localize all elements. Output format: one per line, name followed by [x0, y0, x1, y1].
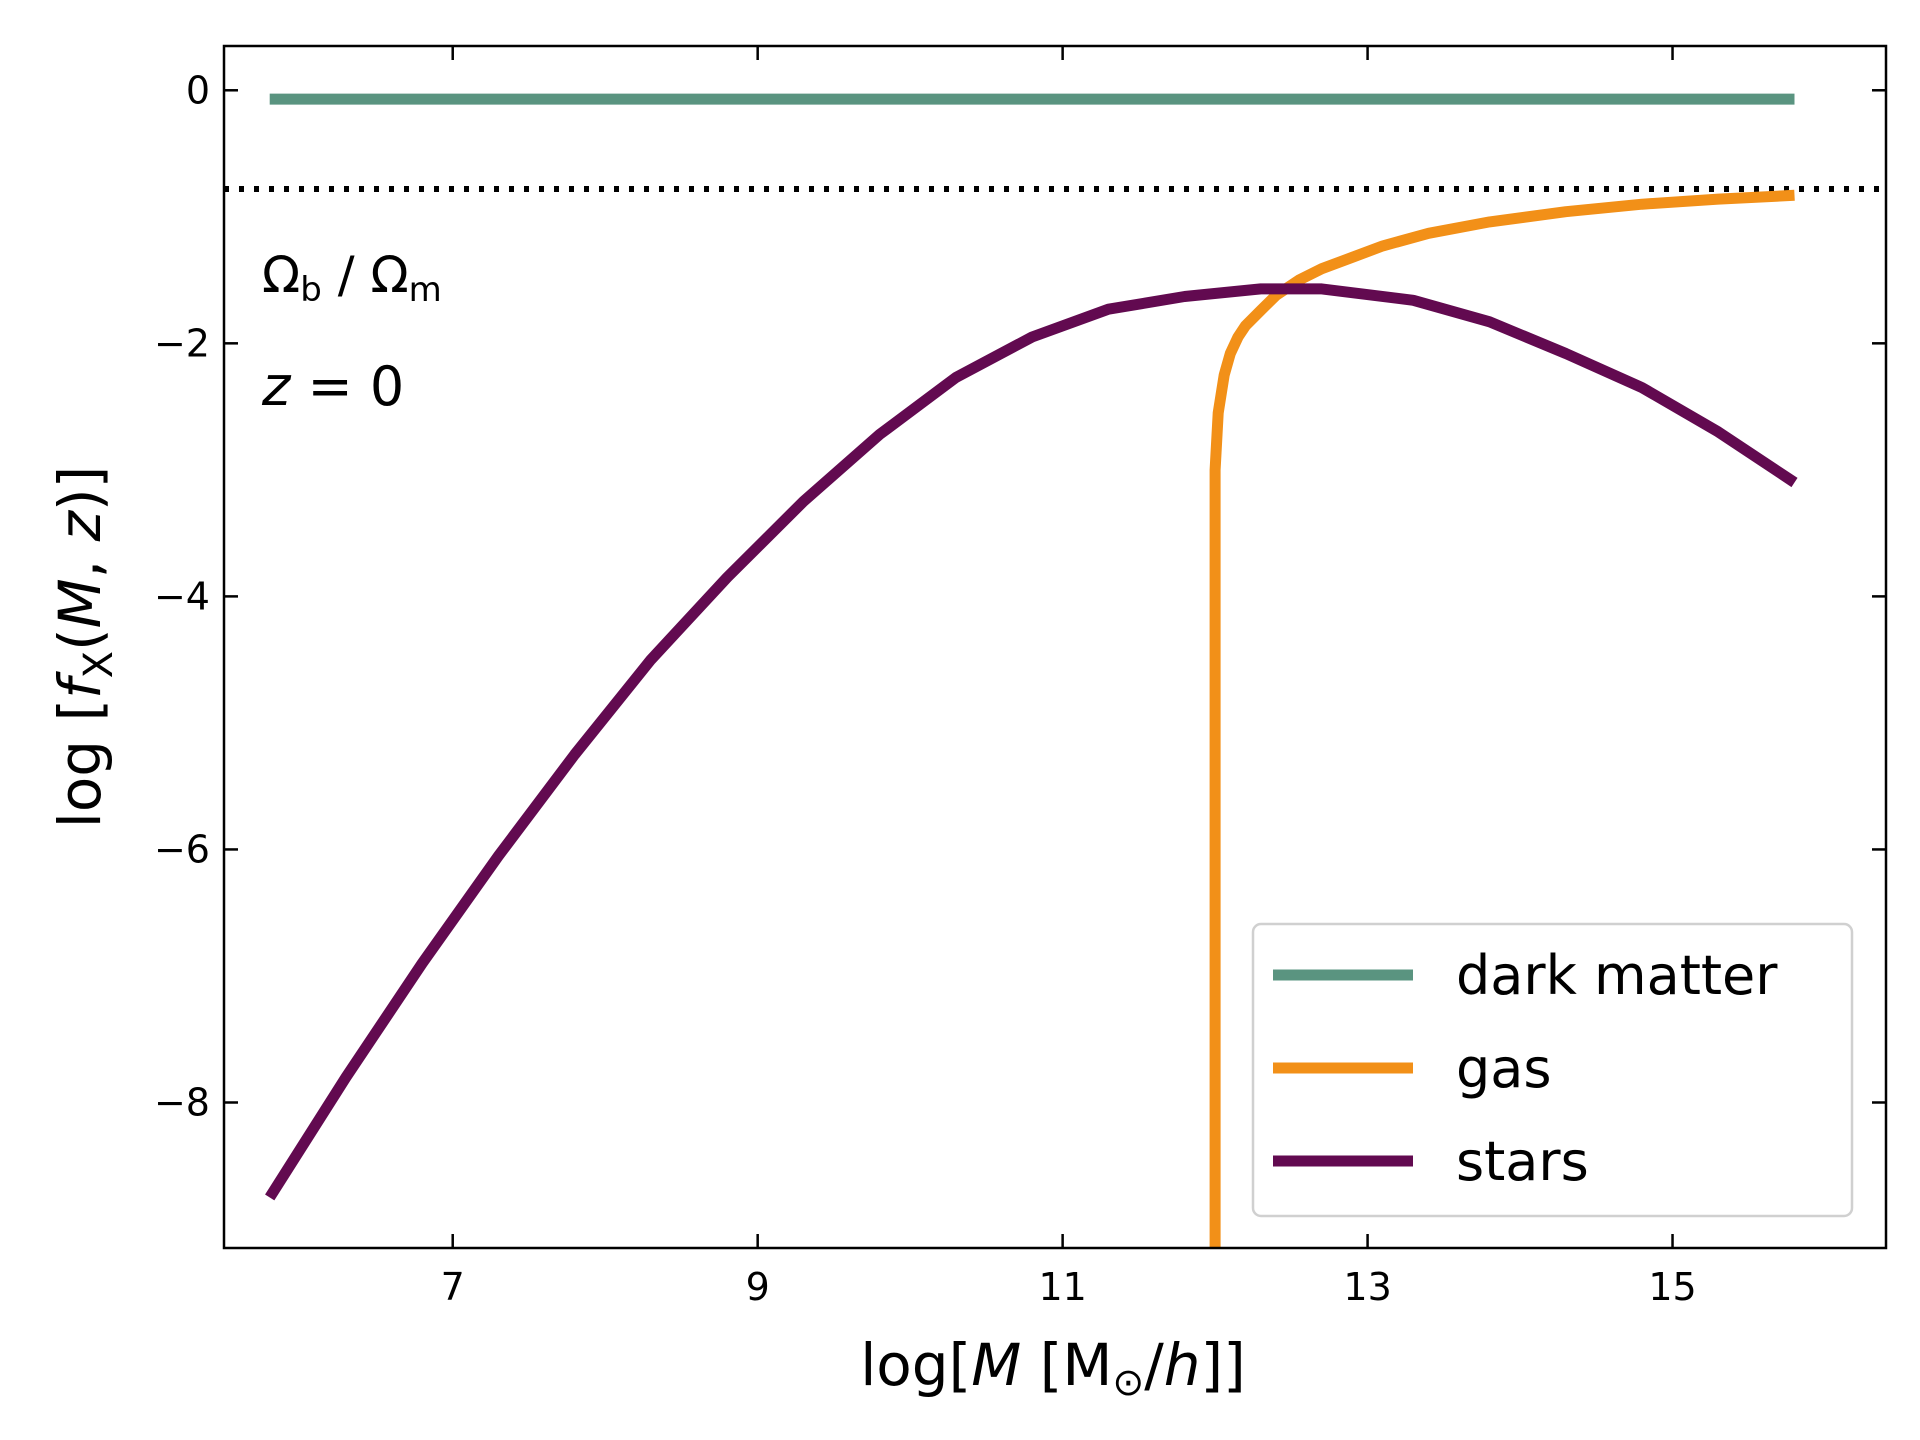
y-tick-label: −2 [154, 321, 210, 365]
x-axis-title: log[M [M⊙/h]] [860, 1331, 1246, 1404]
legend-label-gas: gas [1456, 1037, 1552, 1100]
y-tick-label: −8 [154, 1080, 210, 1124]
tick-layer: 7 9 11 13 15 0 −2 −4 −6 −8 [154, 46, 1886, 1309]
x-tick-label: 9 [746, 1265, 770, 1309]
series-line-stars [265, 283, 1798, 1201]
legend-label-dark-matter: dark matter [1456, 944, 1778, 1007]
y-tick-label: −4 [154, 574, 210, 618]
x-tick-label: 11 [1038, 1265, 1086, 1309]
annotation-redshift: z = 0 [261, 355, 404, 418]
y-tick-label: 0 [186, 68, 210, 112]
series-layer [265, 93, 1798, 1248]
x-tick-label: 13 [1343, 1265, 1391, 1309]
legend-box [1251, 922, 1854, 1218]
x-tick-label: 7 [441, 1265, 465, 1309]
plot-frame [222, 44, 1888, 1250]
legend: dark matter gas stars [1251, 922, 1854, 1218]
legend-label-stars: stars [1456, 1130, 1589, 1193]
y-axis-title: log [fX(M, z)] [46, 466, 122, 829]
x-tick-label: 15 [1648, 1265, 1696, 1309]
y-tick-label: −6 [154, 827, 210, 871]
series-line-gas [1209, 189, 1795, 1248]
